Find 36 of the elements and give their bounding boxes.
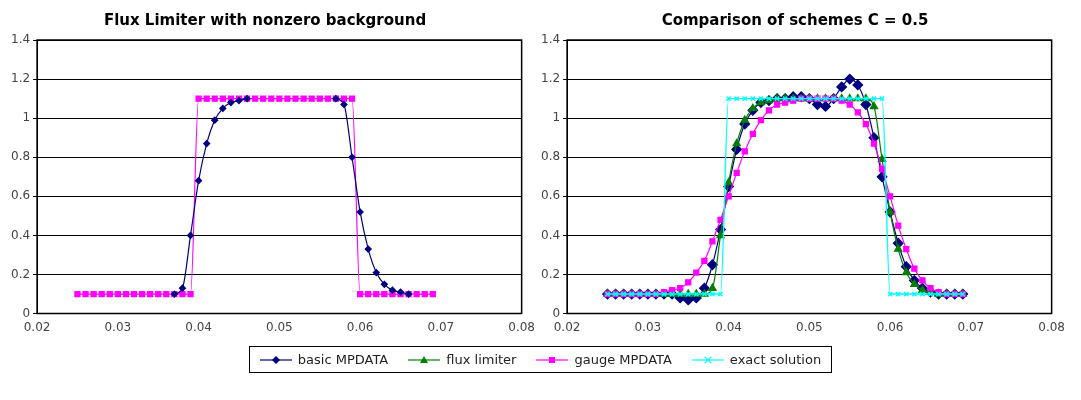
chart-title: Comparison of schemes C = 0.5: [661, 10, 929, 29]
x-tick-label: 0.06: [876, 319, 904, 334]
x-tick-label: 0.07: [427, 319, 455, 334]
x-tick-label: 0.04: [715, 319, 742, 334]
y-tick-label: 0.2: [540, 266, 561, 281]
y-tick-label: 0.8: [10, 149, 31, 164]
chart-title: Flux Limiter with nonzero background: [103, 10, 427, 29]
legend-label: basic MPDATA: [297, 352, 389, 367]
x-tick-label: 0.02: [23, 319, 51, 334]
y-tick-label: 0: [552, 305, 561, 320]
legend-label: flux limiter: [446, 352, 517, 367]
y-tick-label: 0.2: [10, 266, 31, 281]
x-tick-label: 0.05: [796, 319, 823, 334]
y-tick-label: 0.4: [540, 227, 561, 242]
x-tick-label: 0.04: [185, 319, 212, 334]
y-tick-label: 0.6: [10, 188, 31, 203]
x-tick-label: 0.03: [634, 319, 662, 334]
y-tick-label: 1.4: [10, 32, 31, 47]
y-tick-label: 1.2: [540, 71, 561, 86]
y-tick-label: 0: [22, 305, 31, 320]
y-tick-label: 0.6: [540, 188, 561, 203]
x-tick-label: 0.08: [508, 319, 535, 334]
y-tick-label: 0.4: [10, 227, 31, 242]
y-tick-label: 1.4: [540, 32, 561, 47]
x-tick-label: 0.02: [553, 319, 581, 334]
x-tick-label: 0.06: [346, 319, 374, 334]
x-tick-label: 0.07: [957, 319, 985, 334]
y-tick-label: 0.8: [540, 149, 561, 164]
legend-label: gauge MPDATA: [574, 352, 672, 367]
y-tick-label: 1.2: [10, 71, 31, 86]
x-tick-label: 0.08: [1038, 319, 1065, 334]
legend-label: exact solution: [729, 352, 822, 367]
x-tick-label: 0.05: [266, 319, 293, 334]
y-tick-label: 1: [22, 110, 31, 125]
x-tick-label: 0.03: [104, 319, 132, 334]
y-tick-label: 1: [552, 110, 561, 125]
